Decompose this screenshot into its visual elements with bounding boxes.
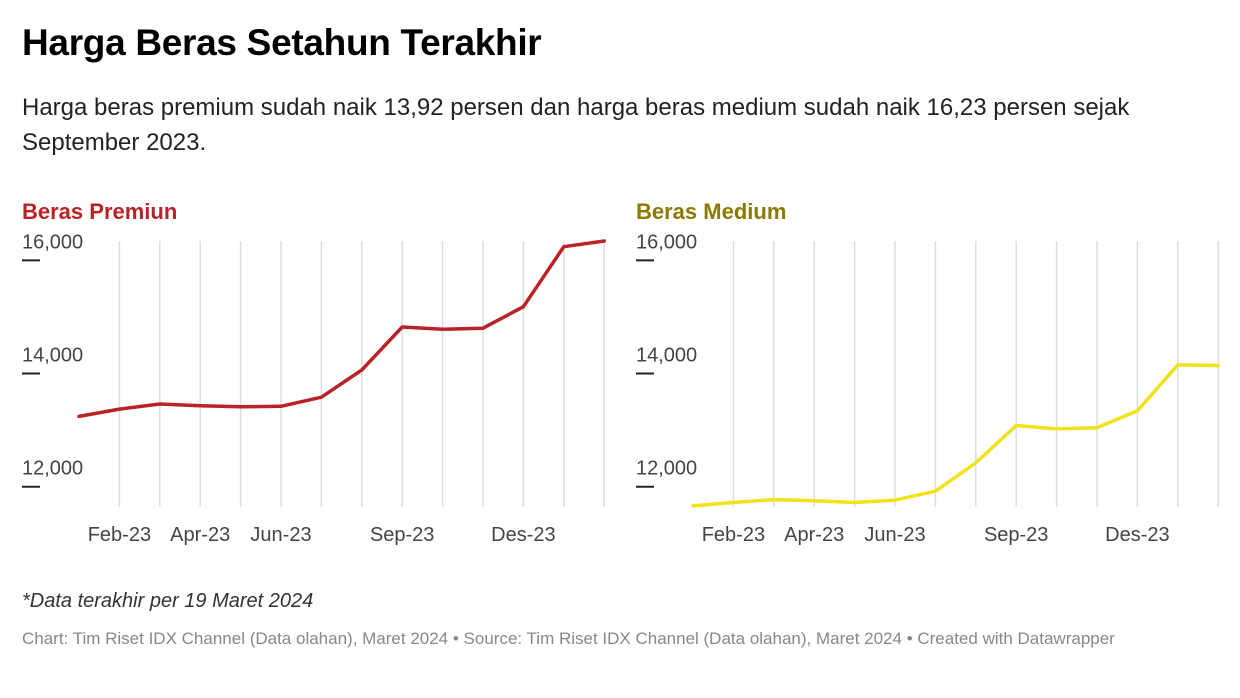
premium-price-chart: 16,000 14,000 12,000 Feb-23 Apr-23 Jun-23 Sep-… <box>22 231 606 546</box>
premium-data-point <box>360 368 364 372</box>
medium-y-tick-label: 14,000 <box>636 345 697 367</box>
medium-x-tick-label: Apr-23 <box>784 524 844 546</box>
medium-data-point <box>731 500 735 504</box>
premium-x-tick-label: Feb-23 <box>88 524 151 546</box>
premium-y-tick-label: 12,000 <box>22 458 83 480</box>
premium-x-tick-label: Apr-23 <box>170 524 230 546</box>
premium-x-tick-label: Des-23 <box>491 524 555 546</box>
premium-data-point <box>602 239 606 243</box>
premium-series-line <box>77 239 606 419</box>
premium-data-point <box>400 325 404 329</box>
medium-y-tick-label: 12,000 <box>636 458 697 480</box>
medium-data-point <box>1095 426 1099 430</box>
medium-data-point <box>1176 363 1180 367</box>
medium-data-point <box>812 499 816 503</box>
premium-data-point <box>481 326 485 330</box>
chart-title: Harga Beras Setahun Terakhir <box>22 22 542 63</box>
medium-y-tick-label: 16,000 <box>636 231 697 253</box>
premium-data-point <box>562 245 566 249</box>
medium-data-point <box>772 498 776 502</box>
medium-x-tick-label: Feb-23 <box>702 524 765 546</box>
medium-x-tick-label: Jun-23 <box>864 524 925 546</box>
premium-data-point <box>441 327 445 331</box>
medium-data-point <box>1135 409 1139 413</box>
medium-data-point <box>933 489 937 493</box>
premium-data-point <box>319 395 323 399</box>
premium-data-point <box>521 305 525 309</box>
premium-y-tick-label: 14,000 <box>22 345 83 367</box>
data-note: *Data terakhir per 19 Maret 2024 <box>22 590 314 612</box>
medium-data-point <box>893 498 897 502</box>
medium-data-point <box>691 504 695 508</box>
premium-x-tick-label: Sep-23 <box>370 524 435 546</box>
source-footer: Chart: Tim Riset IDX Channel (Data olaha… <box>22 629 1115 648</box>
medium-data-point <box>1216 364 1220 368</box>
medium-data-point <box>1055 427 1059 431</box>
medium-panel-title: Beras Medium <box>636 199 787 224</box>
medium-data-point <box>1014 424 1018 428</box>
medium-data-point <box>974 461 978 465</box>
premium-data-point <box>279 404 283 408</box>
premium-panel-title: Beras Premiun <box>22 199 178 224</box>
premium-data-point <box>77 414 81 418</box>
premium-data-point <box>239 405 243 409</box>
premium-data-point <box>117 407 121 411</box>
medium-price-chart: 16,000 14,000 12,000 Feb-23 Apr-23 Jun-23 Sep-… <box>636 231 1220 546</box>
premium-x-tick-label: Jun-23 <box>250 524 311 546</box>
medium-series-line <box>691 363 1220 508</box>
medium-x-tick-label: Des-23 <box>1105 524 1169 546</box>
chart-subtitle: Harga beras premium sudah naik 13,92 per… <box>22 94 1130 156</box>
premium-y-tick-label: 16,000 <box>22 231 83 253</box>
medium-data-point <box>853 500 857 504</box>
premium-data-point <box>158 402 162 406</box>
premium-data-point <box>198 404 202 408</box>
medium-x-tick-label: Sep-23 <box>984 524 1048 546</box>
